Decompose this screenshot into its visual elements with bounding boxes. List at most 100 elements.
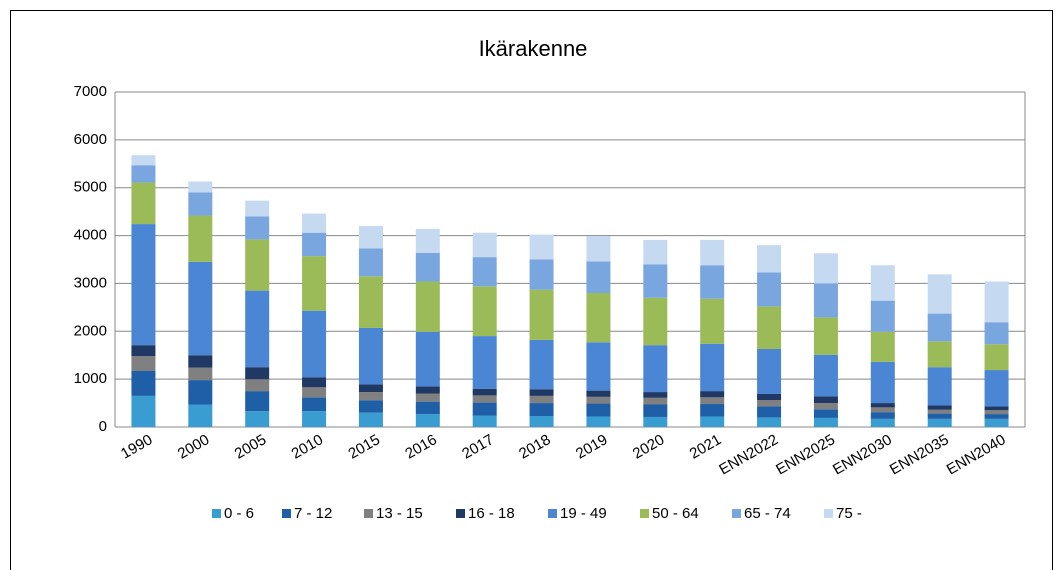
y-tick-label: 6000	[74, 131, 107, 148]
bar-segment	[700, 265, 725, 299]
bar-segment	[358, 412, 383, 427]
bar-segment	[643, 239, 668, 265]
y-tick-label: 0	[99, 418, 107, 435]
y-tick-label: 4000	[74, 227, 107, 244]
bar-segment	[927, 409, 952, 414]
bar-segment	[415, 252, 440, 282]
bar-segment	[700, 416, 725, 427]
legend-swatch	[212, 509, 221, 518]
bar-segment	[927, 367, 952, 406]
y-tick-label: 7000	[74, 83, 107, 100]
bar-segment	[643, 297, 668, 346]
x-tick-label: 2015	[346, 431, 383, 462]
bar-segment	[358, 327, 383, 385]
bar-segment	[870, 403, 895, 408]
bar-segment	[813, 409, 838, 418]
bar-segment	[813, 417, 838, 427]
bar-segment	[927, 274, 952, 314]
bar-segment	[358, 276, 383, 328]
bar-segment	[700, 397, 725, 405]
bar-segment	[472, 395, 497, 403]
bar-segment	[302, 213, 327, 233]
bar-segment	[586, 416, 611, 427]
bar-segment	[415, 228, 440, 253]
bar-segment	[302, 310, 327, 378]
legend-swatch	[824, 509, 833, 518]
bar-segment	[472, 286, 497, 337]
bar-segment	[245, 391, 270, 412]
bar-segment	[415, 393, 440, 402]
bar-segment	[529, 403, 554, 416]
y-tick-label: 3000	[74, 274, 107, 291]
bar-segment	[245, 379, 270, 392]
bar-segment	[813, 396, 838, 404]
bar-segment	[813, 283, 838, 318]
bar-segment	[984, 418, 1009, 427]
bar-segment	[927, 418, 952, 427]
x-tick-label: 2000	[175, 431, 212, 462]
legend-label: 75 -	[836, 505, 862, 522]
bar-segment	[870, 265, 895, 301]
bar-segment	[188, 380, 213, 405]
bar-segment	[813, 317, 838, 355]
bar-segment	[813, 403, 838, 410]
legend-label: 19 - 49	[560, 505, 607, 522]
bar-segment	[870, 407, 895, 413]
bar-segment	[984, 414, 1009, 419]
bar-segment	[529, 339, 554, 390]
bar-segment	[984, 410, 1009, 415]
bar-segment	[984, 322, 1009, 345]
legend-label: 0 - 6	[224, 505, 254, 522]
bar-segment	[700, 298, 725, 344]
bar-segment	[188, 192, 213, 216]
legend-label: 50 - 64	[652, 505, 699, 522]
y-tick-label: 1000	[74, 370, 107, 387]
bar-segment	[700, 343, 725, 392]
bar-segment	[927, 313, 952, 342]
bar-segment	[984, 344, 1009, 371]
legend-swatch	[732, 509, 741, 518]
bar-segment	[131, 345, 156, 357]
bar-segment	[927, 405, 952, 410]
x-tick-label: ENN2040	[944, 431, 1009, 478]
bar-segment	[472, 402, 497, 416]
bar-segment	[643, 345, 668, 393]
bar-segment	[529, 389, 554, 396]
x-tick-label: ENN2030	[830, 431, 895, 478]
bar-segment	[358, 384, 383, 393]
bar-segment	[245, 239, 270, 291]
x-tick-label: 1990	[118, 431, 155, 462]
bar-segment	[245, 200, 270, 217]
bar-segment	[302, 411, 327, 427]
bar-segment	[188, 261, 213, 356]
bar-segment	[529, 415, 554, 427]
bar-segment	[700, 239, 725, 266]
x-tick-label: ENN2022	[716, 431, 781, 478]
legend-label: 65 - 74	[744, 505, 791, 522]
bar-segment	[643, 397, 668, 405]
bar-segment	[245, 411, 270, 427]
bar-segment	[131, 224, 156, 346]
bar-segment	[529, 395, 554, 404]
bar-segment	[415, 401, 440, 415]
bar-segment	[188, 404, 213, 427]
bar-segment	[302, 387, 327, 398]
bar-segment	[302, 256, 327, 311]
bar-segment	[358, 400, 383, 413]
bar-segment	[358, 392, 383, 401]
bar-segment	[586, 403, 611, 417]
x-tick-label: 2018	[516, 431, 553, 462]
legend-label: 16 - 18	[468, 505, 515, 522]
y-tick-label: 5000	[74, 179, 107, 196]
bar-segment	[358, 248, 383, 277]
bar-segment	[302, 397, 327, 412]
bar-segment	[586, 342, 611, 391]
legend-swatch	[364, 509, 373, 518]
bar-segment	[245, 290, 270, 368]
legend-label: 13 - 15	[376, 505, 423, 522]
bar-segment	[927, 413, 952, 419]
bar-segment	[757, 400, 782, 407]
bar-segment	[188, 215, 213, 262]
bar-segment	[188, 367, 213, 381]
